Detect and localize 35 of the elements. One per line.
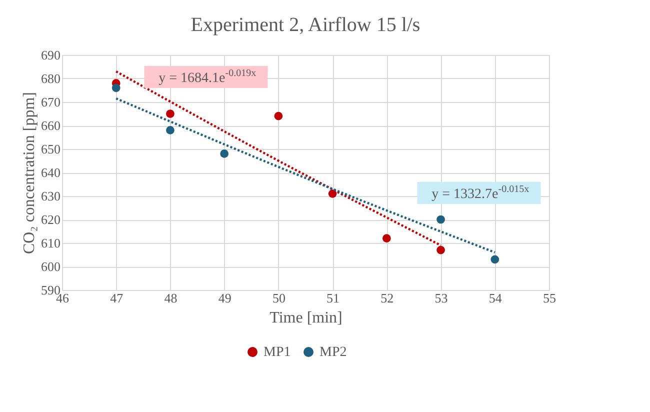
y-axis-title: CO₂ concentration [ppm] bbox=[21, 92, 38, 254]
chart-title: Experiment 2, Airflow 15 l/s bbox=[190, 14, 420, 36]
point bbox=[490, 255, 500, 264]
point bbox=[220, 150, 229, 158]
point bbox=[436, 246, 445, 254]
x-axis-title: Time [min] bbox=[270, 310, 342, 326]
point bbox=[274, 112, 283, 120]
x-tick-label: 50 bbox=[272, 290, 286, 306]
y-tick-label: 650 bbox=[41, 142, 60, 156]
x-tick-label: 54 bbox=[488, 290, 502, 306]
y-tick-label: 610 bbox=[41, 236, 60, 250]
point bbox=[382, 234, 391, 242]
x-tick-label: 48 bbox=[164, 290, 178, 306]
y-tick-label: 620 bbox=[41, 212, 60, 227]
y-tick-label: 600 bbox=[41, 259, 60, 274]
y-tick-label: 680 bbox=[41, 71, 60, 86]
legend-label: MP2 bbox=[320, 345, 347, 360]
y-tick-label: 660 bbox=[41, 118, 60, 133]
point bbox=[166, 110, 174, 118]
y-tick-label: 630 bbox=[41, 188, 60, 204]
x-tick-label: 52 bbox=[380, 290, 394, 306]
x-tick-label: 46 bbox=[56, 290, 70, 306]
x-tick-label: 55 bbox=[543, 290, 556, 306]
point bbox=[436, 215, 445, 224]
x-tick-label: 51 bbox=[326, 290, 340, 306]
y-tick-label: 690 bbox=[41, 48, 60, 62]
x-tick-label: 47 bbox=[110, 290, 124, 306]
y-tick-label: 640 bbox=[41, 165, 60, 180]
x-tick-label: 53 bbox=[434, 290, 448, 306]
point bbox=[166, 126, 174, 134]
legend-label: MP1 bbox=[264, 345, 291, 360]
point bbox=[112, 84, 120, 92]
point bbox=[328, 189, 337, 198]
x-tick-label: 49 bbox=[218, 290, 232, 306]
y-tick-label: 670 bbox=[41, 94, 60, 110]
